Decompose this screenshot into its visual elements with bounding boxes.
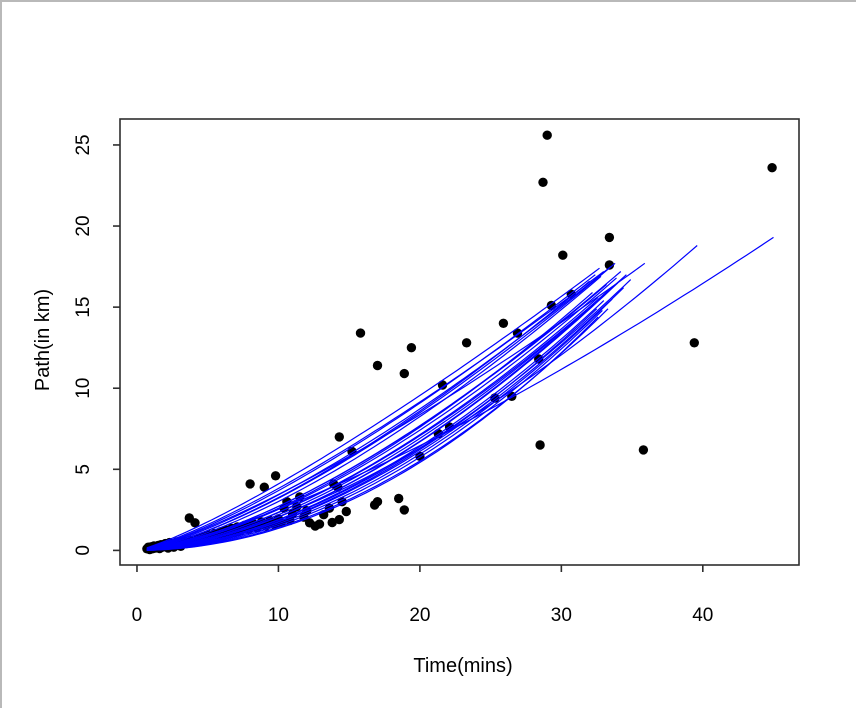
data-point	[334, 432, 344, 442]
data-point	[334, 514, 344, 525]
y-tick-label: 10	[73, 378, 94, 399]
x-tick-label: 0	[132, 605, 143, 626]
data-point	[437, 380, 448, 390]
data-point	[355, 328, 366, 338]
x-tick-label: 30	[551, 605, 572, 626]
data-point	[399, 368, 409, 379]
regression-curve	[146, 298, 613, 551]
data-point	[259, 482, 269, 492]
x-axis-title: Time(mins)	[413, 655, 512, 677]
regression-curve	[146, 262, 616, 550]
data-point	[558, 250, 568, 260]
regression-curve	[146, 271, 605, 549]
y-tick-label: 25	[73, 134, 94, 155]
x-tick-label: 40	[692, 605, 713, 626]
x-tick-label: 10	[268, 605, 289, 626]
regression-curve	[146, 287, 625, 551]
data-point	[319, 510, 329, 520]
data-point	[498, 318, 509, 328]
data-point	[604, 232, 615, 243]
regression-curve	[146, 236, 774, 550]
data-point	[372, 360, 383, 371]
regression-curve	[146, 308, 598, 551]
regression-curve	[146, 288, 610, 551]
y-axis-title: Path(in km)	[32, 289, 54, 391]
data-point	[538, 177, 548, 187]
y-tick-label: 20	[73, 215, 94, 236]
y-tick-label: 0	[73, 545, 94, 556]
data-point	[535, 440, 545, 450]
regression-curve	[146, 274, 627, 551]
plot-generated-content: 0 10 20 30 40 0 5 10 15 20 25	[73, 118, 800, 626]
data-point	[406, 343, 417, 353]
regression-curve	[146, 245, 698, 551]
regression-curve	[146, 279, 632, 551]
regression-curve	[146, 267, 600, 549]
regression-curve	[146, 303, 595, 551]
data-point	[314, 519, 325, 529]
data-point	[461, 338, 472, 348]
data-point	[190, 518, 200, 528]
data-point	[245, 479, 255, 489]
data-point	[604, 260, 615, 270]
regression-curve	[146, 277, 617, 551]
regression-curve	[146, 282, 619, 551]
y-tick-label: 5	[73, 464, 94, 475]
data-point	[341, 506, 351, 517]
plot-border	[119, 118, 800, 566]
data-point	[546, 300, 557, 311]
regression-curve	[146, 316, 599, 551]
regression-curve	[146, 262, 646, 550]
data-point	[638, 445, 649, 455]
x-tick-label: 20	[409, 605, 430, 626]
regression-curve	[146, 280, 590, 550]
y-tick-label: 15	[73, 297, 94, 318]
regression-curve	[146, 274, 596, 550]
data-point	[689, 338, 699, 348]
data-point	[270, 471, 281, 481]
data-point	[372, 497, 383, 507]
data-point	[399, 505, 409, 515]
data-point	[542, 130, 552, 140]
data-point	[767, 163, 777, 173]
data-point	[394, 493, 404, 504]
regression-curve	[146, 275, 602, 550]
data-point	[327, 517, 337, 528]
regression-curve	[146, 292, 593, 551]
